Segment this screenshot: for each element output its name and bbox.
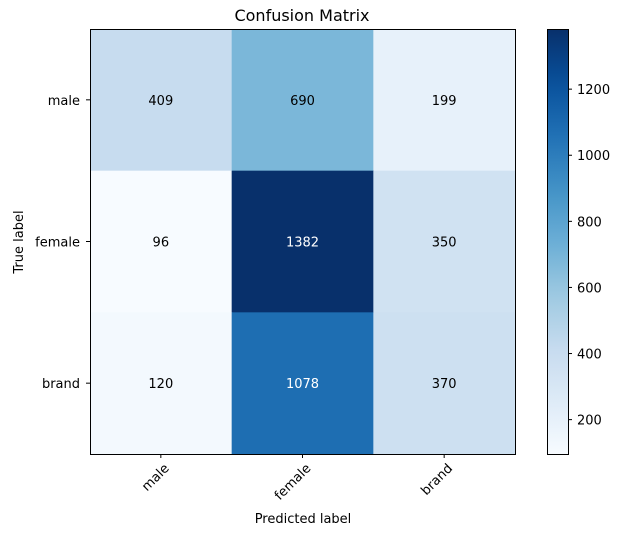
colorbar-tick-label: 1000 [577,149,610,164]
x-tick-label: female [272,461,314,503]
heatmap-cell-female-brand [373,170,516,313]
cell-value-label: 370 [432,377,457,392]
heatmap-cells [90,29,516,455]
y-axis-label: True label [12,210,27,274]
heatmap-cell-female-female [231,170,374,313]
x-tick-label: brand [418,461,456,499]
y-axis-ticks: male female brand [35,94,90,392]
colorbar-ticks: 200 400 600 800 1000 1200 [568,83,610,429]
cell-value-label: 409 [148,94,173,109]
colorbar-tick-label: 800 [577,215,602,230]
x-tick-label: male [139,461,172,494]
cell-value-label: 1382 [286,236,319,251]
cell-value-label: 120 [148,377,173,392]
cell-value-label: 96 [153,236,170,251]
colorbar-tick-label: 600 [577,281,602,296]
colorbar-tick-label: 400 [577,348,602,363]
y-tick-label: female [35,236,80,251]
x-axis-ticks: male female brand [139,454,456,504]
colorbar-tick-label: 200 [577,414,602,429]
heatmap-cell-brand-brand [373,312,516,455]
y-tick-label: male [48,94,80,109]
colorbar-tick-label: 1200 [577,83,610,98]
heatmap-cell-brand-female [231,312,374,455]
heatmap-cell-female-male [90,170,233,313]
cell-value-label: 199 [432,94,457,109]
x-axis-label: Predicted label [255,512,352,527]
heatmap-cell-labels: 409 690 199 96 1382 350 120 1078 370 [148,94,456,392]
y-tick-label: brand [42,377,80,392]
cell-value-label: 350 [432,236,457,251]
heatmap-cell-male-male [90,29,233,172]
colorbar [547,29,569,455]
cell-value-label: 690 [290,94,315,109]
heatmap-cell-male-female [231,29,374,172]
cell-value-label: 1078 [286,377,319,392]
heatmap-cell-brand-male [90,312,233,455]
heatmap-cell-male-brand [373,29,516,172]
chart-title: Confusion Matrix [234,6,369,25]
